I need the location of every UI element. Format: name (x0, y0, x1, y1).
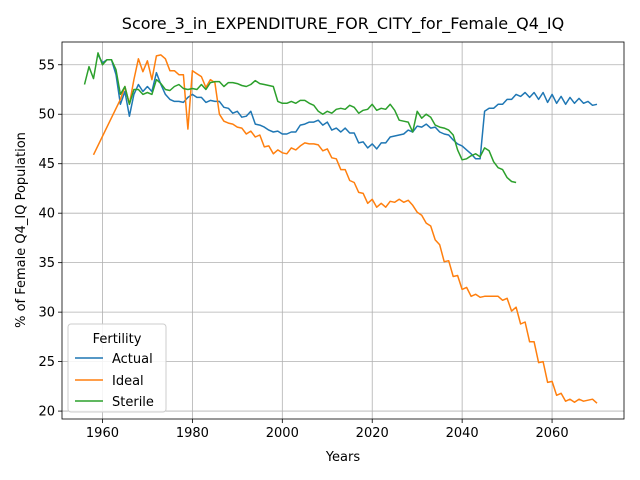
plot-frame (61, 41, 625, 420)
legend-label-ideal: Ideal (112, 374, 144, 389)
x-tick-label: 2000 (266, 426, 299, 441)
y-tick-label: 40 (38, 207, 55, 222)
series-line-actual (97, 54, 598, 160)
x-tick-label: 1960 (86, 426, 119, 441)
y-tick-label: 20 (38, 405, 55, 420)
series-line-sterile (83, 52, 517, 184)
axis-ticks: 1960 1980 2000 2020 2040 2060 20 25 30 35 40 45 50 55 (38, 58, 568, 441)
legend-box (67, 323, 167, 413)
x-axis-title: Years (325, 450, 361, 465)
series-lines (83, 52, 598, 404)
x-tick-label: 1980 (176, 426, 209, 441)
series-line-ideal (92, 54, 598, 404)
y-tick-label: 25 (38, 355, 55, 370)
x-tick-label: 2040 (446, 426, 479, 441)
y-tick-label: 30 (38, 306, 55, 321)
y-tick-label: 50 (38, 108, 55, 123)
legend-title: Fertility (93, 332, 142, 347)
legend: Fertility Actual Ideal Sterile (67, 323, 167, 413)
y-tick-label: 55 (38, 58, 55, 73)
x-tick-label: 2060 (536, 426, 569, 441)
chart-title: Score_3_in_EXPENDITURE_FOR_CITY_for_Fema… (122, 14, 564, 34)
y-tick-label: 45 (38, 157, 55, 172)
x-tick-label: 2020 (356, 426, 389, 441)
y-axis-title: % of Female Q4_IQ Population (14, 132, 29, 328)
y-tick-label: 35 (38, 256, 55, 271)
legend-label-sterile: Sterile (112, 395, 154, 410)
legend-label-actual: Actual (112, 352, 153, 367)
